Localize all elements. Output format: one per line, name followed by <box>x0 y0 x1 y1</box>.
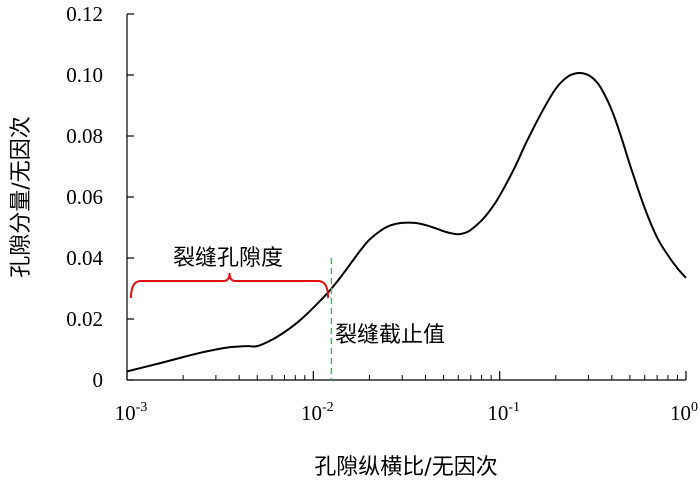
bracket-label: 裂缝孔隙度 <box>173 246 283 271</box>
cutoff-label: 裂缝截止值 <box>335 323 445 348</box>
x-tick-exponent: -2 <box>322 400 334 415</box>
x-tick-exponent: -3 <box>136 400 148 415</box>
y-tick-label: 0.02 <box>66 307 103 331</box>
x-axis-label: 孔隙纵横比/无因次 <box>314 455 497 480</box>
x-tick-label: 100 <box>670 400 698 425</box>
x-tick-exponent: -1 <box>508 400 520 415</box>
x-tick-base: 10 <box>115 401 136 425</box>
y-tick-label: 0 <box>93 368 104 392</box>
x-tick-label: 10-3 <box>115 400 148 425</box>
x-tick-label: 10-1 <box>487 400 520 425</box>
y-tick-label: 0.12 <box>66 2 103 26</box>
y-tick-label: 0.10 <box>66 63 103 87</box>
x-tick-base: 10 <box>670 401 691 425</box>
y-tick-label: 0.04 <box>66 246 103 270</box>
x-tick-base: 10 <box>487 401 508 425</box>
ticks <box>126 13 687 381</box>
y-tick-label: 0.06 <box>66 185 103 209</box>
y-axis-label: 孔隙分量/无因次 <box>9 116 34 277</box>
y-tick-label: 0.08 <box>66 124 103 148</box>
bracket <box>129 272 330 299</box>
x-tick-exponent: 0 <box>691 400 698 415</box>
series-line <box>126 71 687 373</box>
x-tick-base: 10 <box>301 401 322 425</box>
x-tick-label: 10-2 <box>301 400 334 425</box>
